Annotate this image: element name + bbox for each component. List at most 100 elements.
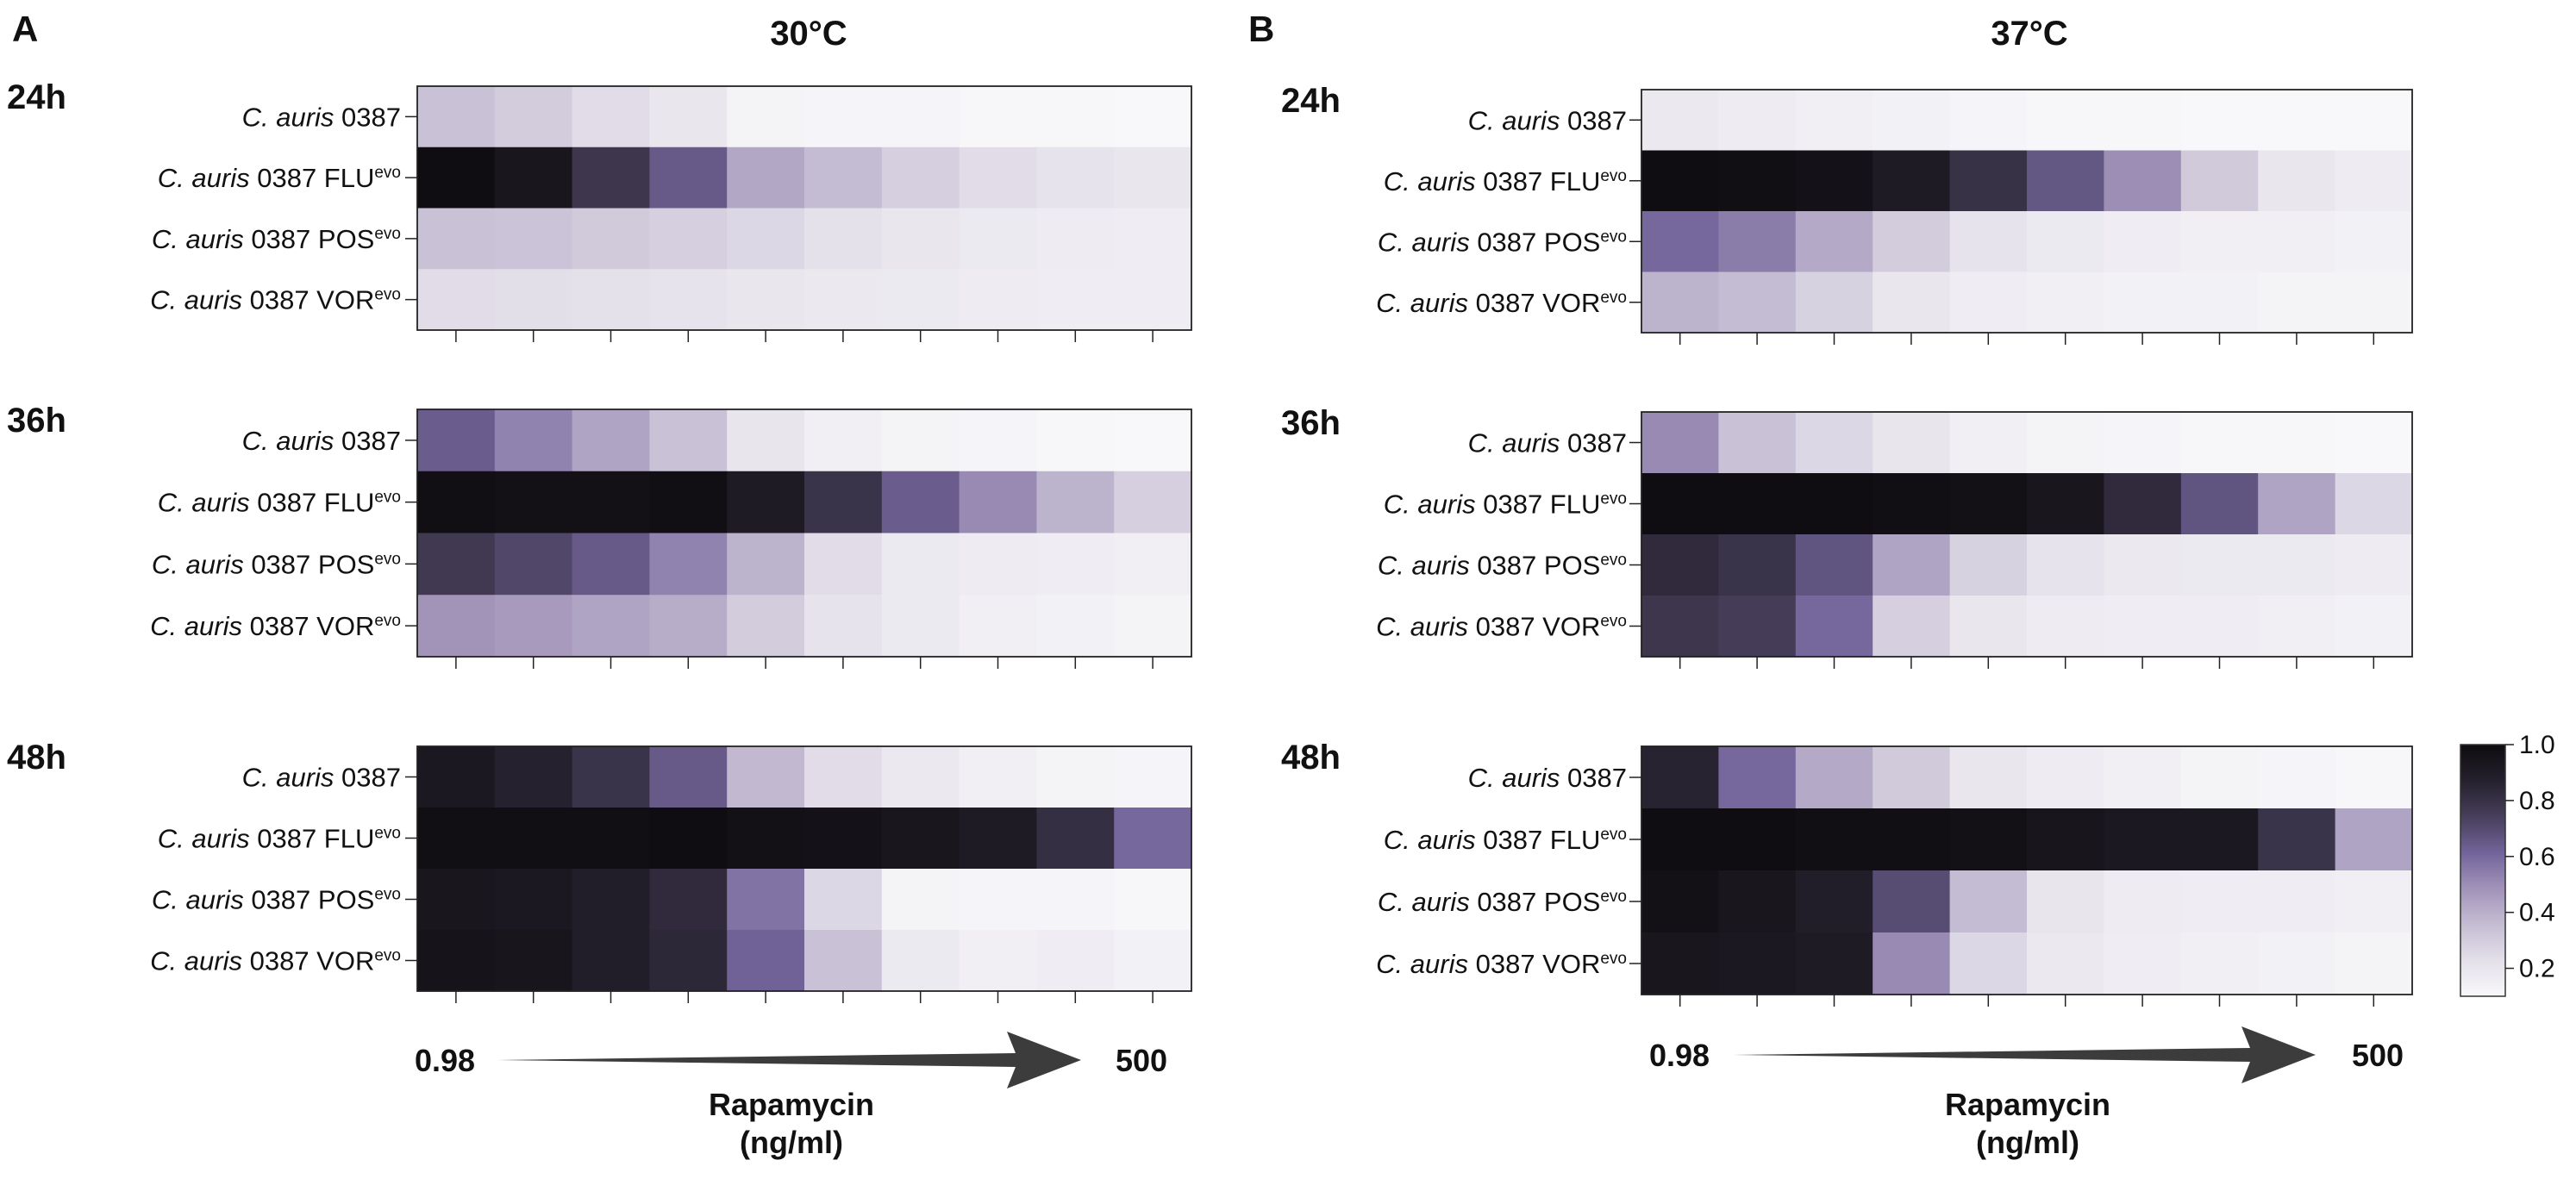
row-label-superscript: evo bbox=[374, 947, 401, 965]
heatmap-cell bbox=[2027, 473, 2104, 535]
heatmap-cell bbox=[2180, 932, 2259, 995]
heatmap-cell bbox=[2335, 596, 2413, 658]
heatmap-cell bbox=[649, 746, 728, 808]
row-label-strain: 0387 VOR bbox=[1476, 612, 1601, 642]
row-label-strain: 0387 POS bbox=[251, 224, 374, 254]
heatmap-cell bbox=[804, 409, 883, 472]
heatmap-cell bbox=[417, 208, 496, 270]
heatmap-cell bbox=[1114, 746, 1192, 808]
heatmap-cell bbox=[959, 269, 1037, 331]
heatmap-cell bbox=[649, 269, 728, 331]
row-label-superscript: evo bbox=[374, 825, 401, 843]
time-label: 36h bbox=[7, 402, 66, 440]
row-label: C. auris 0387 FLUevo bbox=[1384, 166, 1627, 196]
panel-a-axis-title-line2: (ng/ml) bbox=[740, 1125, 843, 1160]
heatmap-cell bbox=[572, 269, 650, 331]
heatmap-cell bbox=[1036, 147, 1115, 209]
heatmap-cell bbox=[1795, 808, 1873, 871]
heatmap-cell bbox=[2180, 271, 2259, 334]
heatmap-cell bbox=[2180, 90, 2259, 152]
heatmap-cell bbox=[804, 595, 883, 658]
heatmap-cell bbox=[572, 808, 650, 870]
panel-b-axis-low: 0.98 bbox=[1649, 1038, 1710, 1073]
heatmap-cell bbox=[1641, 412, 1719, 474]
heatmap-cell bbox=[494, 269, 573, 331]
row-label: C. auris 0387 POSevo bbox=[152, 224, 401, 254]
panel-a-axis-low: 0.98 bbox=[415, 1043, 475, 1078]
heatmap-cell bbox=[1949, 473, 2028, 535]
heatmap-cell bbox=[2180, 596, 2259, 658]
row-label-strain: 0387 bbox=[341, 763, 401, 793]
row-label-strain: 0387 FLU bbox=[257, 488, 374, 518]
heatmap-cell bbox=[649, 208, 728, 270]
heatmap-cell bbox=[804, 86, 883, 148]
heatmap-cell bbox=[649, 86, 728, 148]
heatmap-cell bbox=[959, 869, 1037, 931]
heatmap-cell bbox=[417, 595, 496, 658]
heatmap-cell bbox=[1114, 595, 1192, 658]
heatmap-cell bbox=[727, 86, 805, 148]
heatmap-cell bbox=[649, 409, 728, 472]
panel-b: 24h C. auris 0387 C. auris 0387 FLUevo C. a… bbox=[1281, 82, 2413, 1007]
heatmap-cell bbox=[2258, 150, 2336, 212]
heatmap-cell bbox=[2104, 150, 2182, 212]
row-label: C. auris 0387 bbox=[242, 426, 401, 456]
heatmap-cell bbox=[1873, 150, 1951, 212]
row-label: C. auris 0387 VORevo bbox=[150, 611, 401, 641]
row-label-species: C. auris bbox=[1378, 551, 1477, 581]
heatmap-cell bbox=[1718, 473, 1797, 535]
heatmap-cell bbox=[1114, 808, 1192, 870]
heatmap-cell bbox=[2027, 271, 2104, 334]
row-label: C. auris 0387 FLUevo bbox=[1384, 490, 1627, 520]
heatmap-cell bbox=[1114, 471, 1192, 534]
heatmap-cell bbox=[959, 86, 1037, 148]
heatmap-cell bbox=[2027, 211, 2104, 273]
row-label-species: C. auris bbox=[1468, 428, 1567, 458]
row-label: C. auris 0387 VORevo bbox=[1376, 949, 1627, 979]
heatmap-cell bbox=[1949, 90, 2028, 152]
row-label-species: C. auris bbox=[1384, 825, 1483, 855]
heatmap-cell bbox=[2180, 412, 2259, 474]
heatmap-cell bbox=[2104, 271, 2182, 334]
heatmap-cell bbox=[417, 746, 496, 808]
heatmap-cell bbox=[2335, 932, 2413, 995]
heatmap-cell bbox=[2180, 473, 2259, 535]
panel-b-axis-title-line1: Rapamycin bbox=[1945, 1087, 2110, 1122]
heatmap-cell bbox=[1718, 534, 1797, 596]
row-label-species: C. auris bbox=[1376, 288, 1475, 318]
heatmap-cell bbox=[881, 808, 960, 870]
heatmap-cell bbox=[1795, 271, 1873, 334]
heatmap-cell bbox=[572, 471, 650, 534]
heatmap-cell bbox=[2027, 596, 2104, 658]
row-label-superscript: evo bbox=[374, 225, 401, 243]
heatmap-cell bbox=[494, 808, 573, 870]
heatmap-cell bbox=[1949, 870, 2028, 933]
panel-a-axis-high: 500 bbox=[1116, 1043, 1167, 1078]
heatmap-cell bbox=[727, 533, 805, 596]
heatmap-cell bbox=[1949, 746, 2028, 809]
heatmap-cell bbox=[494, 595, 573, 658]
row-label-superscript: evo bbox=[374, 164, 401, 182]
heatmap-cell bbox=[1114, 147, 1192, 209]
heatmap-cell bbox=[2335, 271, 2413, 334]
row-label: C. auris 0387 bbox=[1468, 428, 1627, 458]
heatmap-cell bbox=[2258, 808, 2336, 871]
heatmap-cell bbox=[2335, 808, 2413, 871]
heatmap-cell bbox=[959, 930, 1037, 992]
heatmap-cell bbox=[494, 409, 573, 472]
time-label: 24h bbox=[1281, 82, 1341, 120]
heatmap-cell bbox=[881, 746, 960, 808]
heatmap-cell bbox=[572, 86, 650, 148]
heatmap-cell bbox=[1873, 271, 1951, 334]
heatmap-cell bbox=[804, 808, 883, 870]
row-label-species: C. auris bbox=[158, 488, 257, 518]
heatmap-cell bbox=[2104, 746, 2182, 809]
heatmap-cell bbox=[572, 930, 650, 992]
heatmap-cell bbox=[1036, 86, 1115, 148]
heatmap-cell bbox=[1641, 596, 1719, 658]
heatmap-cell bbox=[1036, 808, 1115, 870]
heatmap-cell bbox=[1873, 808, 1951, 871]
heatmap-cell bbox=[881, 595, 960, 658]
